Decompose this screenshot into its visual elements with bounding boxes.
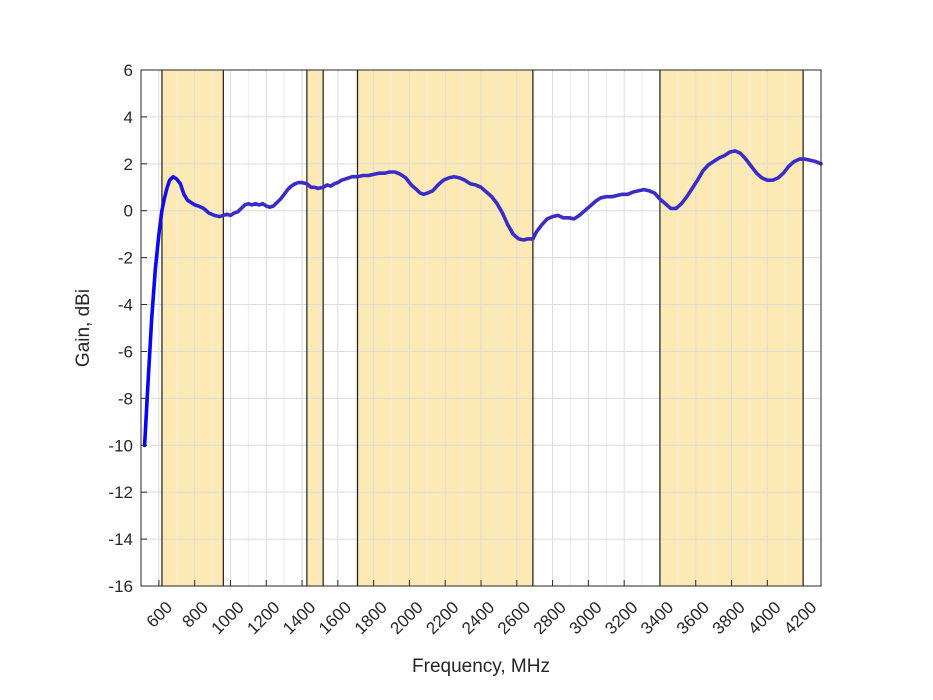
- y-axis-label: Gain, dBi: [73, 289, 94, 367]
- y-tick-label: -8: [118, 389, 133, 408]
- y-tick-label: 6: [124, 61, 133, 80]
- y-tick-label: -16: [108, 577, 133, 596]
- y-tick-label: -4: [118, 296, 133, 315]
- y-tick-label: -2: [118, 249, 133, 268]
- y-tick-label: 2: [124, 155, 133, 174]
- x-axis-label: Frequency, MHz: [412, 656, 550, 677]
- band-edge-lines: [161, 70, 804, 586]
- gain-curve: [142, 149, 823, 448]
- grid-lines: [141, 69, 821, 587]
- y-tick-label: -6: [118, 342, 133, 361]
- y-tick-label: -12: [108, 483, 133, 502]
- band-1: [306, 70, 324, 586]
- y-tick-label: -10: [108, 436, 133, 455]
- y-tick-label: 4: [124, 108, 133, 127]
- band-0: [161, 70, 224, 586]
- gain-series-line: [142, 149, 823, 448]
- axes: [140, 69, 822, 587]
- y-tick-labels: -16 -14 -12 -10 -8 -6 -4 -2 0 2 4 6: [108, 61, 133, 596]
- y-tick-label: 0: [124, 202, 133, 221]
- y-tick-label: -14: [108, 530, 133, 549]
